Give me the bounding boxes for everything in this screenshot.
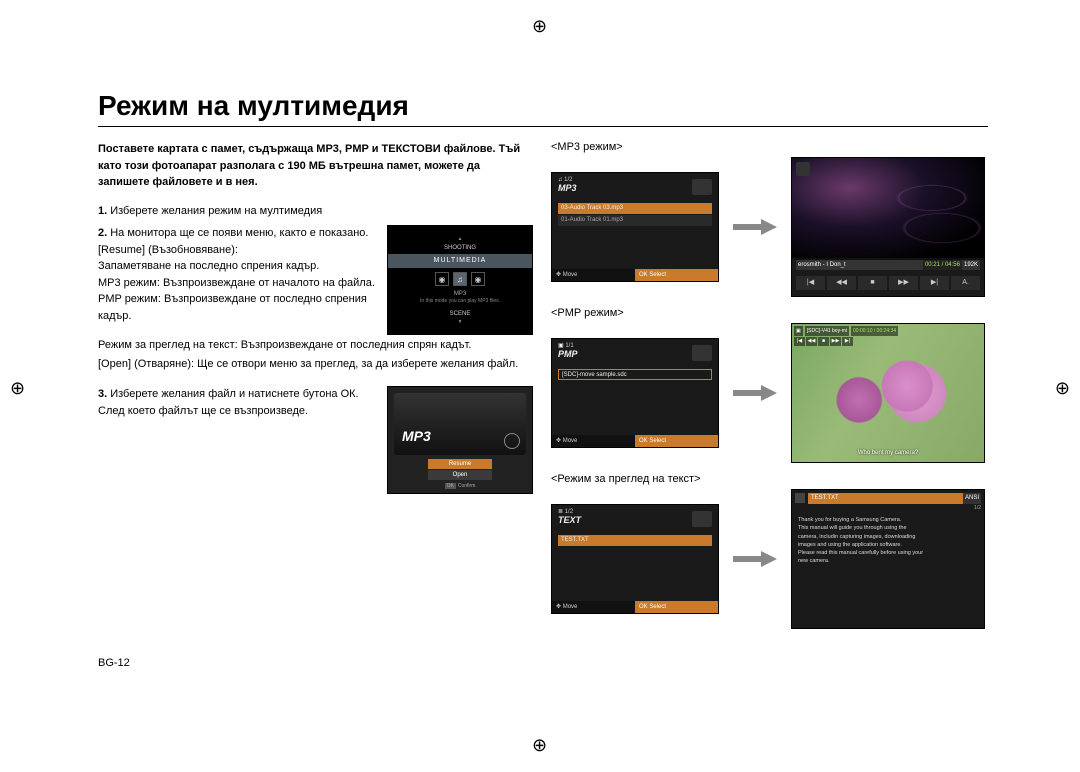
video-caption: Who bent my camera? [792, 450, 984, 456]
confirm-label: Confirm [458, 483, 476, 489]
step-2e: PMP режим: Възпроизвеждане от последно с… [98, 291, 375, 324]
scene-label: SCENE [388, 310, 532, 327]
mp3-brand: MP3 [402, 426, 431, 447]
step-2g: [Open] (Отваряне): Ще се отвори меню за … [98, 356, 533, 373]
page-title: Режим на мултимедия [98, 90, 988, 122]
registration-mark-left: ⊕ [10, 378, 25, 399]
cassette-icon [692, 179, 712, 195]
page-number: BG-12 [98, 655, 130, 672]
page-icon [795, 493, 805, 503]
intro-text: Поставете картата с памет, съдържаща MP3… [98, 141, 533, 191]
shooting-label: SHOOTING [388, 236, 532, 253]
pmp-player-screen: ▣[SDC]-V41 boy-mi00:00:10 / 00:24:34 |◀◀… [791, 323, 985, 463]
mp3-mode-label: <MP3 режим> [551, 141, 988, 153]
list-item: [SDC]-move sample.sdc [558, 369, 712, 380]
film-icon [692, 345, 712, 361]
pmp-mode-label: <PMP режим> [551, 307, 988, 319]
text-list-screen: ≣ 1/2TEXT TEST.TXT ✥ MoveOK Select [551, 504, 719, 614]
mode-desc: In this mode you can play MP3 files. [388, 298, 532, 306]
list-item: 01-Audio Track 01.mp3 [558, 215, 712, 226]
arrow-icon [733, 219, 777, 235]
step-2b: [Resume] (Възобновяване): [98, 242, 375, 259]
ok-badge: OK [445, 483, 456, 489]
mode-icons: ◉♫◉ [388, 272, 532, 286]
page-content: Режим на мултимедия Поставете картата с … [98, 90, 988, 639]
arrow-icon [733, 551, 777, 567]
step-2f: Режим за преглед на текст: Възпроизвежда… [98, 337, 533, 354]
step-1: Изберете желания режим на мултимедия [110, 205, 322, 217]
screenshot-resume-open: MP3 Resume Open OKConfirm [387, 386, 533, 494]
music-icon [796, 162, 810, 176]
list-item: TEST.TXT [558, 535, 712, 546]
left-column: Поставете картата с памет, съдържаща MP3… [98, 141, 533, 639]
step-2d: MP3 режим: Възпроизвеждане от началото н… [98, 275, 375, 292]
screenshot-multimedia-menu: SHOOTING MULTIMEDIA ◉♫◉ MP3 In this mode… [387, 225, 533, 335]
step-2a: На монитора ще се появи меню, както е по… [110, 227, 368, 239]
right-column: <MP3 режим> ♫ 1/2MP3 03-Audio Track 03.m… [551, 141, 988, 639]
arrow-icon [733, 385, 777, 401]
pmp-list-screen: ▣ 1/1PMP [SDC]-move sample.sdc ✥ MoveOK … [551, 338, 719, 448]
registration-mark-top: ⊕ [532, 16, 547, 37]
title-rule [98, 126, 988, 127]
mp3-player-screen: erosmith - I Don_t00:21 / 04:56192K |◀◀◀… [791, 157, 985, 297]
headphone-icon [504, 433, 520, 449]
doc-icon [692, 511, 712, 527]
step-3: Изберете желания файл и натиснете бутона… [98, 388, 359, 417]
open-option: Open [428, 470, 492, 480]
text-mode-label: <Режим за преглед на текст> [551, 473, 988, 485]
mp3-list-screen: ♫ 1/2MP3 03-Audio Track 03.mp3 01-Audio … [551, 172, 719, 282]
list-item: 03-Audio Track 03.mp3 [558, 203, 712, 214]
registration-mark-right: ⊕ [1055, 378, 1070, 399]
text-viewer-screen: TEST.TXTANSI 1/2 Thank you for buying a … [791, 489, 985, 629]
registration-mark-bottom: ⊕ [532, 735, 547, 756]
step-2c: Запаметяване на последно спрения кадър. [98, 258, 375, 275]
multimedia-band: MULTIMEDIA [388, 254, 532, 268]
resume-option: Resume [428, 459, 492, 469]
